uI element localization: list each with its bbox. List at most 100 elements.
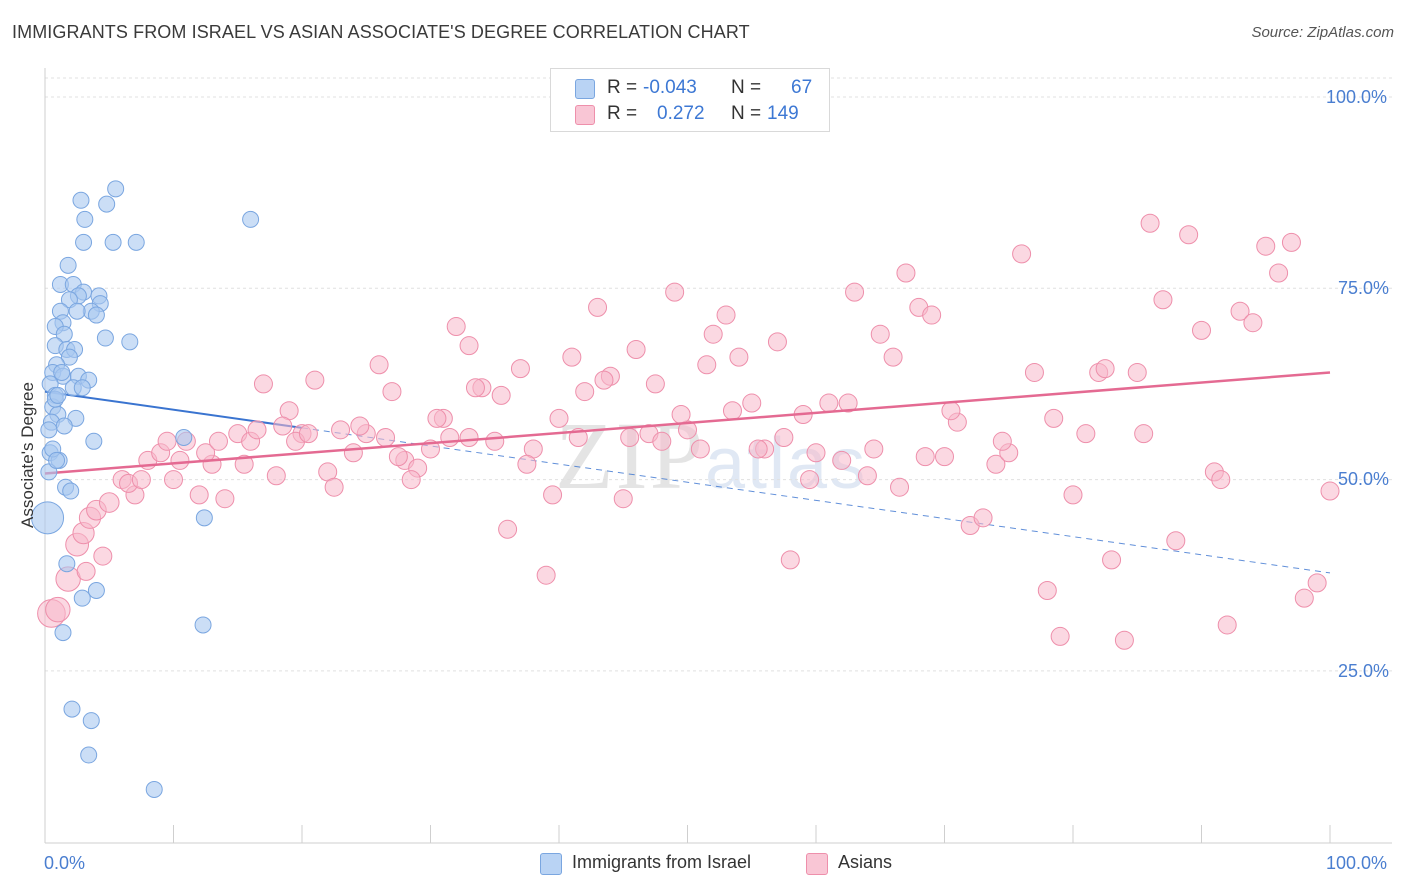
data-point-asian <box>806 443 826 463</box>
trendline-israel <box>44 390 303 429</box>
data-point-asian <box>774 427 794 447</box>
data-point-israel <box>68 302 86 320</box>
data-point-asian <box>343 443 363 463</box>
legend-r-value: 0.272 <box>657 103 705 124</box>
legend-swatch-israel <box>540 853 562 875</box>
source-label: Source: ZipAtlas.com <box>1251 24 1394 41</box>
data-point-israel <box>58 555 76 573</box>
data-point-israel <box>127 233 145 251</box>
data-point-asian <box>594 370 614 390</box>
data-point-asian <box>253 374 273 394</box>
data-point-asian <box>690 439 710 459</box>
legend-item-israel[interactable]: Immigrants from Israel <box>540 852 780 876</box>
data-point-israel <box>48 451 66 469</box>
data-point-asian <box>896 263 916 283</box>
data-point-israel <box>195 509 213 527</box>
legend-label-israel: Immigrants from Israel <box>572 852 752 872</box>
chart-title: IMMIGRANTS FROM ISRAEL VS ASIAN ASSOCIAT… <box>12 22 750 42</box>
data-point-asian <box>1102 550 1122 570</box>
data-point-asian <box>498 519 518 539</box>
data-point-asian <box>446 317 466 337</box>
data-point-asian <box>1211 470 1231 490</box>
data-point-asian <box>549 408 569 428</box>
data-point-asian <box>1044 408 1064 428</box>
data-point-asian <box>742 393 762 413</box>
data-point-asian <box>1095 359 1115 379</box>
trendline-israel-extended <box>301 427 1331 574</box>
data-point-israel <box>40 421 58 439</box>
data-point-asian <box>1037 581 1057 601</box>
legend-r-label: R = <box>607 103 638 124</box>
y-tick-label-100: 100.0% <box>1326 87 1388 107</box>
data-point-asian <box>170 450 190 470</box>
data-point-asian <box>575 382 595 402</box>
data-point-asian <box>626 339 646 359</box>
data-point-asian <box>883 347 903 367</box>
data-point-israel <box>73 379 91 397</box>
data-point-asian <box>986 454 1006 474</box>
data-point-asian <box>45 596 71 623</box>
data-point-asian <box>388 447 408 467</box>
data-point-asian <box>1140 213 1160 233</box>
data-point-asian <box>665 282 685 302</box>
data-point-israel <box>87 306 105 324</box>
data-point-asian <box>857 466 877 486</box>
data-point-israel <box>55 417 73 435</box>
legend-swatch-asian <box>575 105 595 125</box>
data-point-asian <box>832 450 852 470</box>
trendline-asian <box>44 371 1331 475</box>
data-point-israel <box>98 195 116 213</box>
data-point-asian <box>722 401 742 421</box>
data-point-asian <box>973 508 993 528</box>
data-point-asian <box>369 355 389 375</box>
data-point-asian <box>1153 290 1173 310</box>
data-point-asian <box>382 382 402 402</box>
data-point-asian <box>800 470 820 490</box>
legend-item-asian[interactable]: Asians <box>806 852 916 876</box>
data-point-israel <box>31 501 65 535</box>
data-point-asian <box>562 347 582 367</box>
data-point-israel <box>80 746 98 764</box>
data-point-asian <box>459 336 479 356</box>
data-point-asian <box>838 393 858 413</box>
data-point-israel <box>194 616 212 634</box>
data-point-asian <box>1217 615 1237 635</box>
data-point-asian <box>157 431 177 451</box>
data-point-israel <box>96 329 114 347</box>
data-point-asian <box>1192 320 1211 340</box>
data-point-asian <box>935 447 954 467</box>
data-point-asian <box>716 305 736 325</box>
data-point-asian <box>992 431 1012 451</box>
data-point-asian <box>1307 573 1327 593</box>
data-point-israel <box>145 780 163 798</box>
data-point-asian <box>845 282 865 302</box>
data-point-israel <box>60 348 78 366</box>
data-point-asian <box>465 378 485 398</box>
data-point-israel <box>59 256 77 274</box>
legend-swatch-asian <box>806 853 828 875</box>
data-point-israel <box>175 428 193 446</box>
data-point-israel <box>104 233 122 251</box>
data-point-asian <box>536 565 556 585</box>
data-point-asian <box>266 466 286 486</box>
data-point-asian <box>890 477 910 497</box>
data-point-asian <box>1179 225 1199 245</box>
data-point-asian <box>1024 362 1044 382</box>
data-point-asian <box>305 370 325 390</box>
data-point-asian <box>189 485 209 505</box>
data-point-asian <box>491 385 511 405</box>
data-point-israel <box>53 363 71 381</box>
data-point-asian <box>298 424 318 444</box>
data-point-asian <box>941 401 961 421</box>
data-point-israel <box>73 589 91 607</box>
data-point-asian <box>652 431 672 451</box>
data-point-asian <box>671 405 691 425</box>
data-point-asian <box>1320 481 1340 501</box>
legend-label-asian: Asians <box>838 852 893 872</box>
data-point-israel <box>63 700 81 718</box>
data-point-asian <box>324 477 344 497</box>
data-point-asian <box>870 324 890 344</box>
data-point-asian <box>76 561 96 581</box>
data-point-asian <box>376 427 396 447</box>
data-point-asian <box>620 427 640 447</box>
